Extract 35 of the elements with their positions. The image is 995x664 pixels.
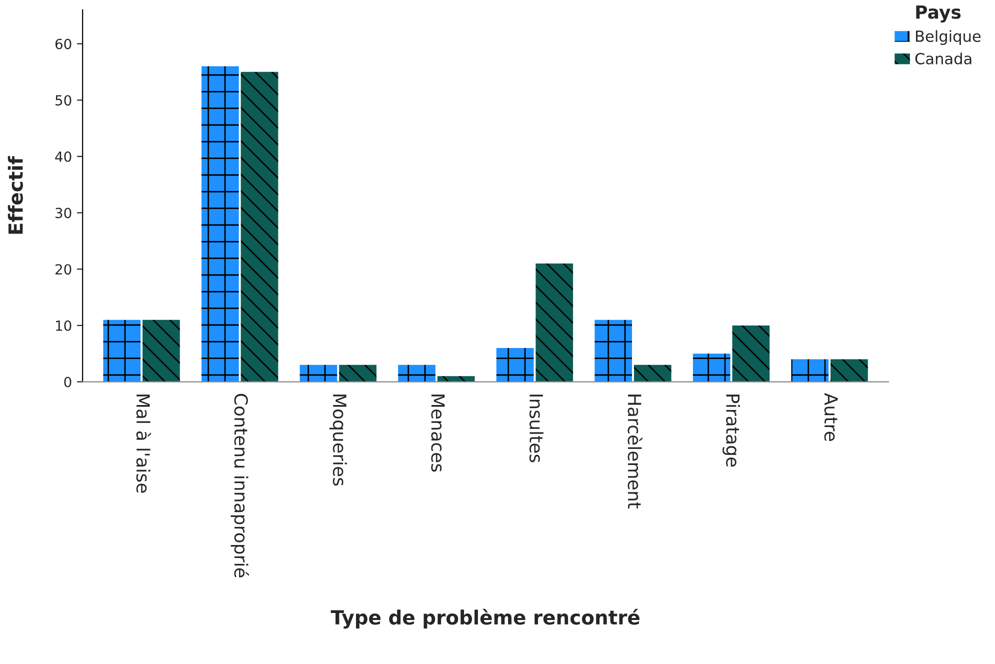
y-tick-label: 20 xyxy=(56,264,72,275)
bar xyxy=(594,320,632,382)
x-tick-label: Menaces xyxy=(431,394,445,472)
bar xyxy=(142,320,180,382)
bar xyxy=(398,364,436,382)
legend-label: Canada xyxy=(915,52,972,64)
x-tick-label: Harcèlement xyxy=(628,394,642,509)
x-tick-label: Moqueries xyxy=(329,394,347,486)
bar xyxy=(202,66,239,382)
y-tick-label: 40 xyxy=(55,151,72,162)
x-axis-title: Type de problème rencontré xyxy=(330,608,640,629)
y-tick-label: 0 xyxy=(64,376,72,388)
x-tick-label: Piratage xyxy=(722,394,740,467)
bar xyxy=(830,359,868,382)
legend-title: Pays xyxy=(916,5,961,23)
x-tick-label: Mal à l'aise xyxy=(136,394,152,493)
bar xyxy=(634,364,672,382)
x-tick-label: Autre xyxy=(824,393,838,441)
bar xyxy=(339,364,376,382)
bar xyxy=(692,354,730,382)
bar xyxy=(791,359,829,382)
y-tick-label: 50 xyxy=(56,95,72,106)
bar xyxy=(732,325,770,382)
y-tick-label: 60 xyxy=(55,38,72,50)
bar xyxy=(240,72,278,382)
x-tick-label: Contenu innaproprié xyxy=(230,394,249,578)
x-tick-label: Insultes xyxy=(529,394,544,462)
bar xyxy=(103,320,141,382)
bar xyxy=(300,364,338,382)
legend-label: Belgique xyxy=(916,30,981,45)
y-tick-label: 10 xyxy=(56,320,72,331)
bar xyxy=(496,348,534,382)
y-tick-label: 30 xyxy=(56,208,72,218)
y-axis-title: Effectif xyxy=(8,156,23,234)
bar xyxy=(536,263,574,382)
